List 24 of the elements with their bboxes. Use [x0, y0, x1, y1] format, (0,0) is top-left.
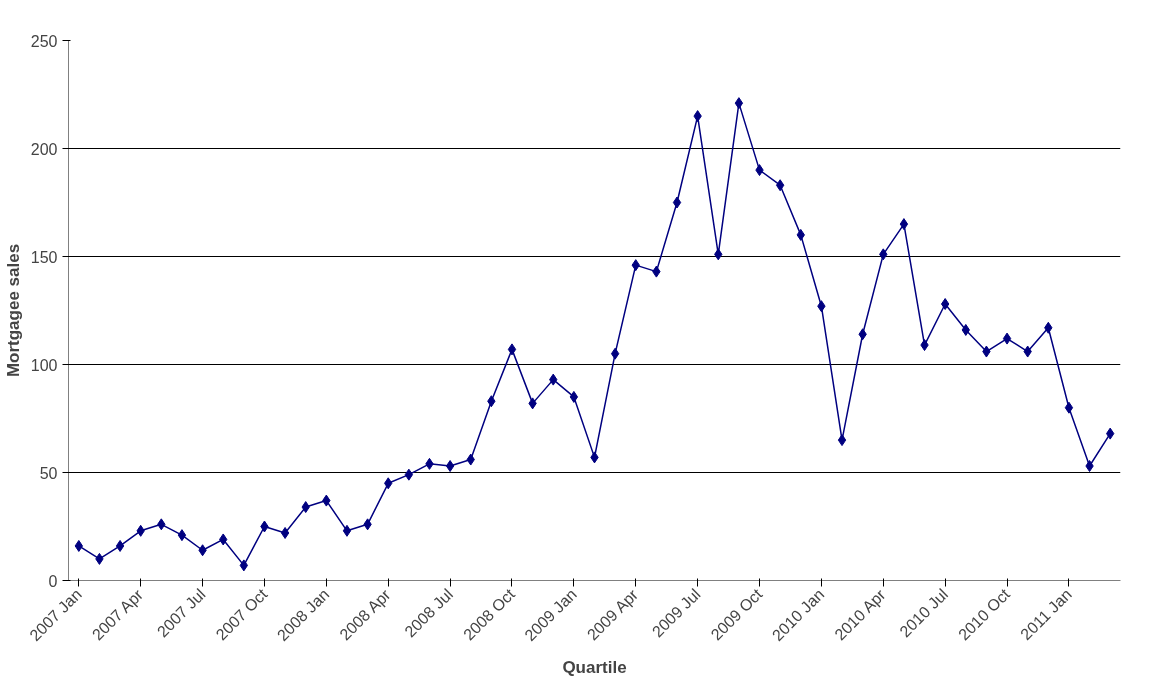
y-tick-label: 100	[30, 356, 58, 374]
y-axis-title: Mortgagee sales	[3, 243, 23, 378]
point	[899, 218, 909, 231]
x-axis-title: Quartile	[562, 658, 627, 678]
point	[775, 179, 785, 192]
point	[734, 97, 744, 110]
point	[837, 434, 847, 447]
y-tick-label: 0	[48, 572, 58, 590]
point	[672, 196, 682, 209]
point	[404, 468, 414, 481]
point	[445, 460, 455, 473]
point	[569, 390, 579, 403]
point	[1064, 401, 1074, 414]
y-tick-label: 150	[30, 248, 58, 266]
point	[342, 524, 352, 537]
y-tick-label: 200	[30, 140, 58, 158]
y-tick-label: 50	[39, 464, 58, 482]
point	[507, 343, 517, 356]
point	[115, 539, 125, 552]
point	[1002, 332, 1012, 345]
point	[177, 529, 187, 542]
y-tick-label: 250	[30, 32, 58, 50]
point	[610, 347, 620, 360]
point	[280, 526, 290, 539]
